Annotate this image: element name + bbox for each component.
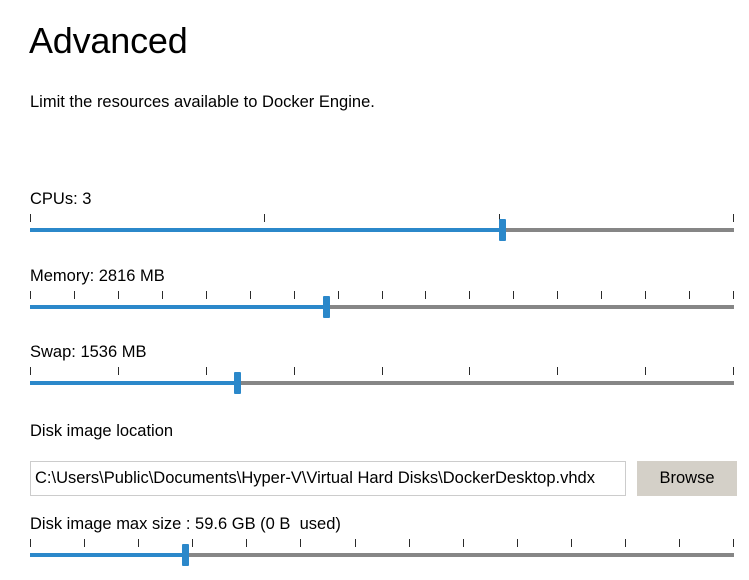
slider-tick <box>624 539 626 547</box>
memory-slider-thumb[interactable] <box>322 296 330 318</box>
slider-tick <box>408 539 410 547</box>
slider-tick <box>678 539 680 547</box>
slider-tick <box>689 291 691 299</box>
slider-tick <box>249 291 251 299</box>
disk-max-size-slider[interactable] <box>30 539 734 573</box>
slider-tick <box>469 367 471 375</box>
slider-tick <box>557 291 559 299</box>
swap-slider-track[interactable] <box>30 381 734 385</box>
memory-slider-fill <box>30 305 326 309</box>
cpus-label: CPUs: 3 <box>30 190 92 208</box>
swap-slider[interactable] <box>30 367 734 401</box>
slider-tick <box>570 539 572 547</box>
page-title: Advanced <box>29 20 188 61</box>
slider-tick <box>469 291 471 299</box>
disk-max-size-label: Disk image max size : 59.6 GB (0 B used) <box>30 515 341 533</box>
slider-tick <box>73 291 75 299</box>
memory-label: Memory: 2816 MB <box>30 267 165 285</box>
memory-slider-ticks <box>30 291 734 301</box>
slider-tick <box>138 539 140 547</box>
slider-tick <box>293 367 295 375</box>
slider-tick <box>425 291 427 299</box>
page-description: Limit the resources available to Docker … <box>30 93 375 111</box>
slider-tick <box>645 291 647 299</box>
slider-tick <box>381 291 383 299</box>
slider-tick <box>601 291 603 299</box>
cpus-slider[interactable] <box>30 214 734 248</box>
cpus-slider-track[interactable] <box>30 228 734 232</box>
memory-slider-track[interactable] <box>30 305 734 309</box>
slider-tick <box>733 291 734 299</box>
swap-label: Swap: 1536 MB <box>30 343 147 361</box>
slider-tick <box>117 291 119 299</box>
swap-slider-thumb[interactable] <box>233 372 241 394</box>
slider-tick <box>381 367 383 375</box>
slider-tick <box>733 539 734 547</box>
slider-tick <box>300 539 302 547</box>
slider-tick <box>516 539 518 547</box>
memory-slider[interactable] <box>30 291 734 325</box>
cpus-slider-thumb[interactable] <box>498 219 506 241</box>
slider-tick <box>30 214 31 222</box>
swap-slider-ticks <box>30 367 734 377</box>
slider-tick <box>117 367 119 375</box>
slider-tick <box>645 367 647 375</box>
slider-tick <box>84 539 86 547</box>
slider-tick <box>733 214 734 222</box>
slider-tick <box>293 291 295 299</box>
slider-tick <box>246 539 248 547</box>
slider-tick <box>30 367 31 375</box>
slider-tick <box>513 291 515 299</box>
slider-tick <box>498 214 500 222</box>
slider-tick <box>462 539 464 547</box>
slider-tick <box>30 539 31 547</box>
slider-tick <box>30 291 31 299</box>
slider-tick <box>205 367 207 375</box>
browse-button[interactable]: Browse <box>637 461 737 496</box>
slider-tick <box>557 367 559 375</box>
disk-image-location-label: Disk image location <box>30 422 174 440</box>
slider-tick <box>192 539 194 547</box>
disk-max-size-slider-thumb[interactable] <box>181 544 189 566</box>
slider-tick <box>264 214 266 222</box>
slider-tick <box>205 291 207 299</box>
slider-tick <box>733 367 734 375</box>
disk-max-size-slider-track[interactable] <box>30 553 734 557</box>
disk-max-size-slider-ticks <box>30 539 734 549</box>
swap-slider-fill <box>30 381 237 385</box>
slider-tick <box>161 291 163 299</box>
cpus-slider-fill <box>30 228 502 232</box>
cpus-slider-ticks <box>30 214 734 224</box>
slider-tick <box>354 539 356 547</box>
disk-max-size-slider-fill <box>30 553 185 557</box>
slider-tick <box>337 291 339 299</box>
disk-image-location-input[interactable] <box>30 461 626 496</box>
